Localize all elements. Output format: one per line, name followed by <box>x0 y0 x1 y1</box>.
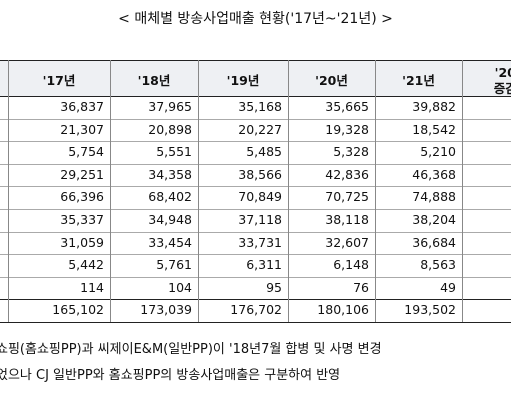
table-cell: 5,551 <box>156 144 192 160</box>
table-cell: 5,485 <box>246 144 282 160</box>
table-cell: 66,396 <box>60 189 104 205</box>
table-cell: 35,665 <box>325 99 369 114</box>
table-bottom <box>0 322 511 323</box>
table-cell: 3,5 <box>462 164 511 186</box>
row-line <box>0 163 511 165</box>
table-cell: 38,118 <box>325 212 369 227</box>
col-line <box>288 60 289 322</box>
row-line <box>0 118 511 120</box>
table-cell: 5,754 <box>68 144 104 160</box>
table-cell: 35,337 <box>60 212 104 227</box>
table-cell: 33,731 <box>238 234 282 250</box>
table-cell: 19,328 <box>325 121 369 137</box>
table-cell: 114 <box>80 279 104 295</box>
table-cell: 13,3 <box>462 299 511 321</box>
row-line <box>0 141 511 143</box>
row-line <box>0 254 511 256</box>
table-cell: 49 <box>440 279 456 295</box>
table-cell: 68,402 <box>148 189 192 205</box>
table-cell: 8,563 <box>420 257 456 273</box>
table-cell: 76 <box>353 279 369 295</box>
table-cell: 36,837 <box>60 99 104 114</box>
table-cell: △ <box>462 277 511 299</box>
header-cell: '21년 <box>402 73 435 88</box>
table-cell: 21,307 <box>60 121 104 137</box>
table-cell: 37,965 <box>148 99 192 114</box>
table-cell: 4,0 <box>462 232 511 254</box>
header-cell: '20년 <box>315 73 348 88</box>
table-cell: 74,888 <box>412 189 456 205</box>
table-cell: 165,102 <box>52 302 104 318</box>
table-cell: 6,148 <box>333 257 369 273</box>
row-line <box>0 276 511 278</box>
col-line <box>462 60 463 322</box>
table-cell: 20,898 <box>148 121 192 137</box>
table-cell: 95 <box>266 279 282 295</box>
header-cell: '18년 <box>137 73 171 88</box>
table-cell: 70,725 <box>325 189 369 205</box>
table-cell: 20,227 <box>238 121 282 137</box>
table-cell: 18,542 <box>412 121 456 137</box>
table-cell: 29,251 <box>60 166 104 182</box>
table-cell: 193,502 <box>404 302 456 318</box>
table-cell: 34,358 <box>148 166 192 182</box>
row-line <box>0 186 511 188</box>
title: < 매체별 방송사업매출 현황('17년~'21년) > <box>118 11 393 27</box>
table-cell: △1 <box>462 141 511 163</box>
table-cell: 32,607 <box>325 234 369 250</box>
table-cell: 46,368 <box>412 166 456 182</box>
table-cell: 4,1 <box>462 186 511 208</box>
table-cell: 39,882 <box>412 99 456 114</box>
row-line <box>0 96 511 97</box>
table-cell: 31,059 <box>60 234 104 250</box>
table-cell: 33,454 <box>148 234 192 250</box>
table-cell: 180,106 <box>317 302 369 318</box>
table-cell: 35,168 <box>238 99 282 114</box>
table-cell: 6,311 <box>246 257 282 273</box>
header-bg <box>0 60 511 96</box>
table-cell: 38,566 <box>238 166 282 182</box>
table-cell: 5,328 <box>333 144 369 160</box>
row-line <box>0 209 511 210</box>
header-cell: 증감액 <box>493 81 511 96</box>
table-cell: 42,836 <box>325 166 369 182</box>
table-cell: 34,948 <box>148 212 192 227</box>
table-cell: 176,702 <box>230 302 282 318</box>
table-cell: △72 <box>462 119 511 141</box>
table-cell: 104 <box>168 279 192 295</box>
header-cell: '17년 <box>42 73 76 88</box>
table-cell: 5,210 <box>420 144 456 160</box>
header-cell: '19년 <box>226 73 260 88</box>
total-line <box>0 299 511 301</box>
footnote: 었으나 CJ 일반PP와 홈쇼핑PP의 방송사업매출은 구분하여 반영 <box>0 368 341 383</box>
col-line <box>110 60 111 322</box>
table-cell: 2,4 <box>462 254 511 276</box>
table-cell: 5,442 <box>68 257 104 273</box>
header-cell: '20년 <box>494 65 511 80</box>
col-line <box>8 60 9 322</box>
table-cell: 70,849 <box>238 189 282 205</box>
table-cell: 173,039 <box>140 302 192 318</box>
table-top <box>0 60 511 61</box>
table-cell: 37,118 <box>238 212 282 227</box>
row-line <box>0 231 511 233</box>
col-line <box>198 60 199 322</box>
table-cell: 36,684 <box>412 234 456 250</box>
table-cell: 5,761 <box>156 257 192 273</box>
footnote: 쇼핑(홈쇼핑PP)과 씨제이E&M(일반PP)이 '18년7월 합병 및 사명 … <box>0 342 382 357</box>
table-cell: 4,2 <box>462 96 511 118</box>
table-cell: 38,204 <box>412 212 456 227</box>
col-line <box>375 60 376 322</box>
